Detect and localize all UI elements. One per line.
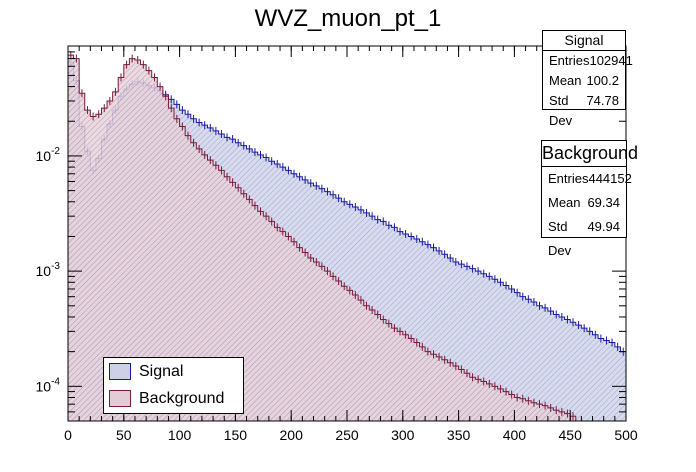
legend-swatch-background: [109, 390, 131, 407]
signal-mean-row: Mean 100.2: [543, 71, 625, 91]
signal-std-value: 74.78: [586, 93, 619, 108]
background-mean-value: 69.34: [587, 195, 620, 210]
x-tick-label: 500: [614, 427, 638, 443]
background-stats-title: Background: [542, 141, 638, 167]
x-tick-label: 0: [64, 427, 72, 443]
signal-stats-title: Signal: [543, 31, 625, 51]
legend-item-signal: Signal: [104, 358, 243, 385]
signal-mean-label: Mean: [549, 73, 582, 88]
signal-entries-label: Entries: [549, 53, 590, 68]
signal-std-row: Std Dev 74.78: [543, 91, 625, 128]
x-tick-label: 200: [280, 427, 304, 443]
plot-area: [67, 51, 627, 422]
y-tick-label: 10-2: [36, 146, 61, 164]
y-tick-label: 10-3: [36, 261, 61, 279]
chart-title: WVZ_muon_pt_1: [255, 5, 442, 32]
legend-item-background: Background: [104, 385, 243, 412]
background-mean-label: Mean: [548, 195, 581, 210]
axes: 0 50 100 150 200 250 300 350 400 450 500 10-4 10-3 10…: [36, 45, 638, 443]
x-tick-label: 250: [335, 427, 359, 443]
x-tick-label: 350: [447, 427, 471, 443]
series-background: [67, 51, 577, 421]
x-tick-label: 450: [559, 427, 583, 443]
legend-swatch-signal: [109, 363, 131, 380]
background-entries-row: Entries 444152: [542, 167, 632, 191]
signal-mean-value: 100.2: [586, 73, 619, 88]
x-tick-label: 150: [224, 427, 248, 443]
background-std-label: Std Dev: [548, 219, 572, 258]
background-stats-box: Background Entries 444152 Mean 69.34 Std…: [541, 140, 638, 258]
legend-label-signal: Signal: [139, 362, 184, 380]
signal-stats-box: Signal Entries 102941 Mean 100.2 Std Dev…: [542, 30, 633, 128]
background-std-row: Std Dev 49.94: [542, 215, 626, 258]
x-tick-label: 300: [391, 427, 415, 443]
background-entries-value: 444152: [588, 171, 632, 186]
y-tick-label: 10-4: [36, 376, 61, 394]
x-tick-label: 100: [168, 427, 192, 443]
x-tick-label: 50: [116, 427, 132, 443]
background-std-value: 49.94: [587, 219, 620, 234]
legend-label-background: Background: [139, 389, 225, 407]
background-mean-row: Mean 69.34: [542, 191, 626, 215]
background-entries-label: Entries: [548, 171, 589, 186]
series-fill-background: [68, 55, 576, 422]
legend: Signal Background: [103, 357, 244, 414]
signal-entries-value: 102941: [589, 53, 633, 68]
signal-std-label: Std Dev: [549, 93, 573, 128]
x-tick-label: 400: [503, 427, 527, 443]
signal-entries-row: Entries 102941: [543, 51, 633, 71]
